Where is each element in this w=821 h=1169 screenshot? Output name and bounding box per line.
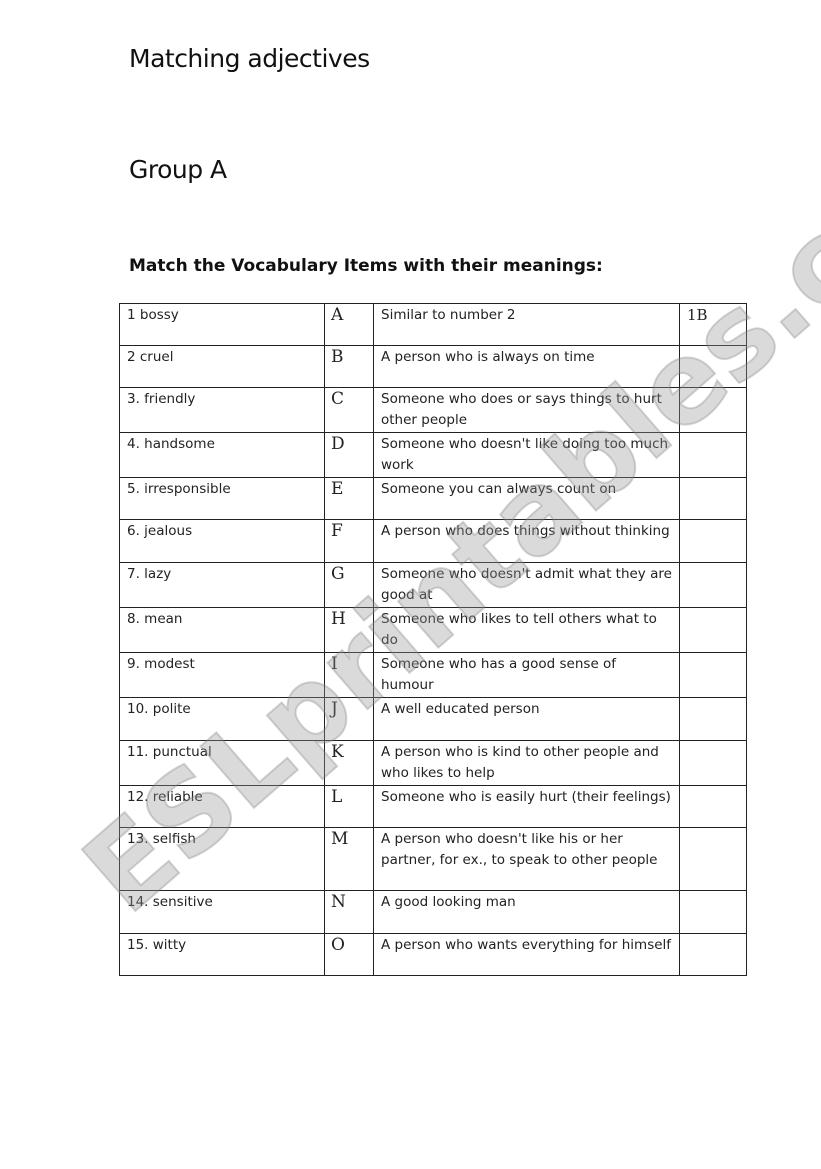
word-cell: 8. mean: [119, 607, 325, 653]
meaning-cell: A person who is always on time: [373, 345, 680, 388]
word-cell: 3. friendly: [119, 387, 325, 433]
meaning-cell: Similar to number 2: [373, 303, 680, 346]
meaning-cell: A person who wants everything for himsel…: [373, 933, 680, 976]
table-row: 13. selfish M A person who doesn't like hi…: [119, 827, 747, 891]
table-row: 3. friendly C Someone who does or says thi…: [119, 387, 747, 433]
answer-cell[interactable]: [679, 607, 747, 653]
answer-cell[interactable]: [679, 890, 747, 934]
meaning-cell: Someone you can always count on: [373, 477, 680, 520]
word-cell: 12. reliable: [119, 785, 325, 828]
meaning-cell: Someone who doesn't admit what they are …: [373, 562, 680, 608]
letter-cell: A: [324, 303, 374, 346]
answer-cell[interactable]: [679, 387, 747, 433]
letter-cell: J: [324, 697, 374, 741]
word-cell: 6. jealous: [119, 519, 325, 563]
answer-cell[interactable]: [679, 432, 747, 478]
meaning-cell: A person who does things without thinkin…: [373, 519, 680, 563]
letter-cell: E: [324, 477, 374, 520]
word-cell: 15. witty: [119, 933, 325, 976]
table-row: 10. polite J A well educated person: [119, 697, 747, 741]
table-row: 12. reliable L Someone who is easily hurt …: [119, 785, 747, 828]
answer-cell[interactable]: [679, 519, 747, 563]
answer-cell[interactable]: [679, 562, 747, 608]
worksheet-title: Matching adjectives: [129, 44, 370, 73]
instruction: Match the Vocabulary Items with their me…: [129, 256, 603, 276]
meaning-cell: A good looking man: [373, 890, 680, 934]
answer-cell[interactable]: [679, 740, 747, 786]
word-cell: 14. sensitive: [119, 890, 325, 934]
letter-cell: C: [324, 387, 374, 433]
letter-cell: H: [324, 607, 374, 653]
meaning-cell: Someone who does or says things to hurt …: [373, 387, 680, 433]
table-row: 8. mean H Someone who likes to tell others…: [119, 607, 747, 653]
answer-cell[interactable]: [679, 933, 747, 976]
word-cell: 9. modest: [119, 652, 325, 698]
table-row: 9. modest I Someone who has a good sense o…: [119, 652, 747, 698]
answer-cell[interactable]: [679, 785, 747, 828]
meaning-cell: Someone who has a good sense of humour: [373, 652, 680, 698]
meaning-cell: Someone who doesn't like doing too much …: [373, 432, 680, 478]
table-row: 7. lazy G Someone who doesn't admit what t…: [119, 562, 747, 608]
answer-cell[interactable]: [679, 477, 747, 520]
letter-cell: G: [324, 562, 374, 608]
table-row: 5. irresponsible E Someone you can always …: [119, 477, 747, 520]
letter-cell: K: [324, 740, 374, 786]
word-cell: 5. irresponsible: [119, 477, 325, 520]
answer-cell[interactable]: [679, 827, 747, 891]
table-row: 6. jealous F A person who does things with…: [119, 519, 747, 563]
table-row: 2 cruel B A person who is always on time: [119, 345, 747, 388]
table-row: 4. handsome D Someone who doesn't like doi…: [119, 432, 747, 478]
meaning-cell: Someone who likes to tell others what to…: [373, 607, 680, 653]
table-row: 15. witty O A person who wants everything …: [119, 933, 747, 976]
meaning-cell: A well educated person: [373, 697, 680, 741]
word-cell: 1 bossy: [119, 303, 325, 346]
answer-cell[interactable]: [679, 345, 747, 388]
table-row: 14. sensitive N A good looking man: [119, 890, 747, 934]
letter-cell: I: [324, 652, 374, 698]
answer-cell[interactable]: 1B: [679, 303, 747, 346]
letter-cell: F: [324, 519, 374, 563]
word-cell: 4. handsome: [119, 432, 325, 478]
word-cell: 11. punctual: [119, 740, 325, 786]
word-cell: 13. selfish: [119, 827, 325, 891]
word-cell: 2 cruel: [119, 345, 325, 388]
answer-cell[interactable]: [679, 652, 747, 698]
letter-cell: N: [324, 890, 374, 934]
group-heading: Group A: [129, 155, 227, 184]
letter-cell: B: [324, 345, 374, 388]
letter-cell: O: [324, 933, 374, 976]
answer-cell[interactable]: [679, 697, 747, 741]
letter-cell: D: [324, 432, 374, 478]
meaning-cell: Someone who is easily hurt (their feelin…: [373, 785, 680, 828]
letter-cell: L: [324, 785, 374, 828]
table-row: 1 bossy A Similar to number 2 1B: [119, 303, 747, 346]
meaning-cell: A person who doesn't like his or her par…: [373, 827, 680, 891]
letter-cell: M: [324, 827, 374, 891]
word-cell: 7. lazy: [119, 562, 325, 608]
meaning-cell: A person who is kind to other people and…: [373, 740, 680, 786]
word-cell: 10. polite: [119, 697, 325, 741]
matching-table: 1 bossy A Similar to number 2 1B 2 cruel B A p…: [119, 303, 747, 976]
table-row: 11. punctual K A person who is kind to oth…: [119, 740, 747, 786]
